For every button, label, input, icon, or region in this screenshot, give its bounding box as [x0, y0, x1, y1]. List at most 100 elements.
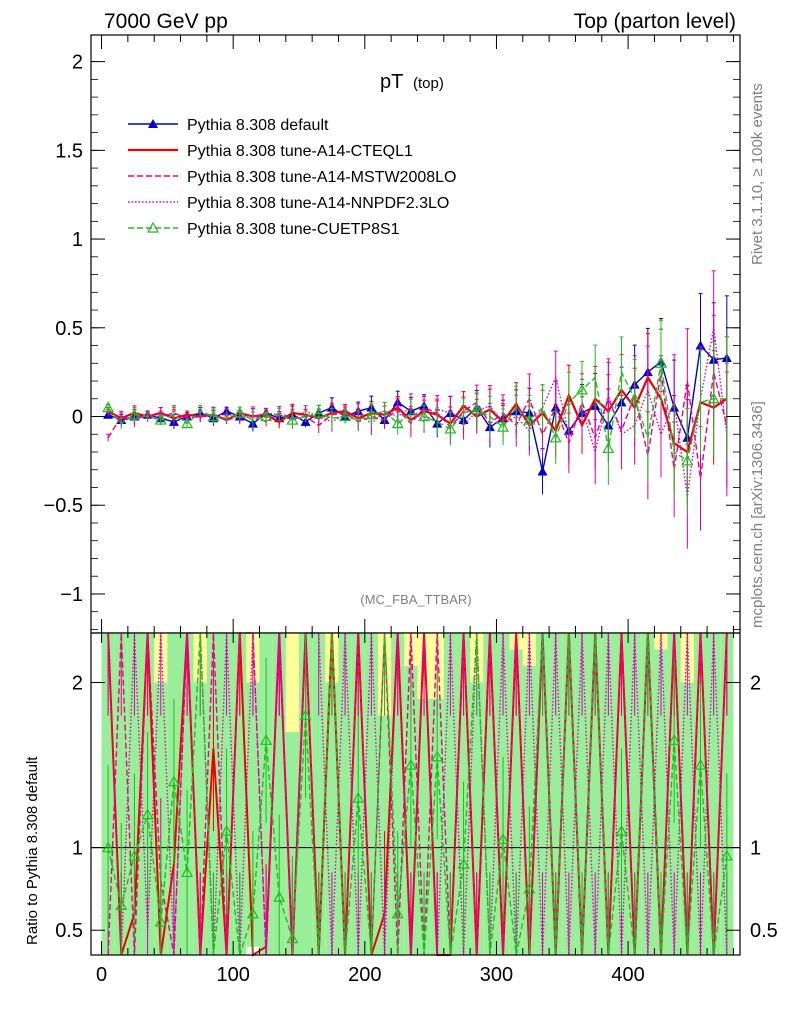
ratio-ticks: 0.5 0.5 1 1 2 2 0 100 200 300 400	[55, 633, 778, 986]
ratio-frame	[90, 632, 741, 956]
main-ticks: −1 −0.5 0 0.5 1 1.5 2	[44, 35, 740, 633]
point-marker	[207, 410, 220, 422]
point-marker	[418, 410, 431, 422]
header-left: 7000 GeV pp	[104, 10, 228, 33]
point-marker	[549, 431, 562, 443]
xtick-label: 0	[96, 964, 107, 986]
main-title: pT	[380, 71, 403, 93]
ytick-label: 2	[72, 52, 83, 74]
legend-label: Pythia 8.308 tune-A14-NNPDF2.3LO	[187, 195, 449, 212]
point-marker	[404, 758, 417, 770]
point-marker	[391, 907, 404, 919]
point-marker	[260, 410, 273, 422]
point-marker	[246, 907, 259, 919]
point-marker	[391, 417, 404, 429]
point-marker	[102, 841, 115, 853]
point-marker	[365, 408, 378, 420]
point-marker	[444, 422, 457, 434]
ratio-series-4	[102, 632, 733, 956]
xtick-label: 100	[216, 964, 249, 986]
ytick-label: −0.5	[44, 495, 83, 517]
point-marker	[668, 734, 681, 745]
ytick-label-right: 1	[750, 838, 761, 860]
legend: Pythia 8.308 default Pythia 8.308 tune-A1…	[128, 117, 456, 238]
point-marker	[694, 758, 707, 770]
point-marker	[695, 340, 706, 350]
main-panel: −1−0.500.511.52 pT (top) (MC_FBA_TTBAR) …	[44, 34, 741, 634]
ytick-label: 1	[72, 229, 83, 251]
xtick-label: 200	[348, 964, 381, 986]
point-marker	[148, 119, 158, 128]
point-marker	[707, 392, 720, 404]
point-marker	[457, 857, 470, 869]
point-marker	[537, 466, 548, 476]
point-marker	[576, 383, 589, 395]
watermark: (MC_FBA_TTBAR)	[360, 592, 471, 607]
point-marker	[312, 406, 325, 418]
ytick-label: 0.5	[55, 318, 83, 340]
ratio-series-group	[102, 632, 733, 957]
point-marker	[497, 420, 510, 432]
point-marker	[115, 899, 128, 911]
point-marker	[102, 401, 115, 413]
ytick-label: 1.5	[55, 140, 83, 162]
point-marker	[681, 454, 694, 466]
point-marker	[602, 442, 615, 454]
ratio-ylabel: Ratio to Pythia 8.308 default	[24, 756, 41, 945]
point-marker	[497, 833, 510, 845]
point-marker	[720, 849, 733, 861]
point-marker	[181, 866, 194, 878]
mcplots-label: mcplots.cern.ch [arXiv:1306.3436]	[749, 401, 766, 628]
legend-label: Pythia 8.308 tune-CUETP8S1	[187, 221, 400, 238]
legend-label: Pythia 8.308 tune-A14-MSTW2008LO	[187, 169, 456, 186]
ytick-label: 0	[72, 407, 83, 429]
point-marker	[260, 734, 273, 745]
series-3	[106, 314, 729, 531]
point-marker	[615, 824, 628, 836]
point-marker	[523, 882, 536, 894]
point-marker	[431, 750, 444, 762]
point-marker	[220, 824, 233, 836]
point-marker	[167, 775, 180, 787]
point-marker	[146, 221, 160, 233]
point-marker	[154, 915, 167, 927]
point-marker	[181, 417, 194, 429]
header-right: Top (parton level)	[574, 10, 736, 33]
ytick-label-right: 0.5	[750, 920, 778, 942]
point-marker	[233, 406, 246, 418]
series-5	[102, 319, 729, 514]
ytick-label-right: 2	[750, 673, 761, 695]
series-1	[103, 293, 732, 495]
point-marker	[654, 357, 668, 368]
band-inner	[285, 732, 299, 955]
main-title-sub: (top)	[413, 75, 444, 92]
legend-label: Pythia 8.308 tune-A14-CTEQL1	[187, 143, 413, 160]
point-marker	[154, 413, 167, 425]
ytick-label: −1	[60, 584, 83, 606]
xtick-label: 300	[480, 964, 513, 986]
point-marker	[141, 808, 154, 820]
point-marker	[299, 709, 312, 721]
point-marker	[128, 408, 141, 420]
point-marker	[339, 410, 352, 422]
point-marker	[352, 791, 365, 803]
main-series-group	[102, 270, 732, 549]
series-line	[107, 632, 728, 956]
ytick-label: 1	[72, 838, 83, 860]
point-marker	[523, 413, 536, 425]
ytick-label: 2	[72, 673, 83, 695]
rivet-label: Rivet 3.1.10, ≥ 100k events	[749, 83, 766, 265]
point-marker	[273, 890, 286, 902]
point-marker	[128, 849, 141, 861]
series-line	[107, 632, 728, 956]
point-marker	[628, 392, 641, 404]
point-marker	[286, 932, 299, 944]
point-marker	[286, 413, 299, 425]
ratio-panel: 0.5 0.5 1 1 2 2 0 100 200 300 400 Ratio to Pythia …	[24, 632, 778, 986]
series-line	[107, 363, 727, 463]
legend-label: Pythia 8.308 default	[187, 117, 329, 134]
point-marker	[470, 403, 483, 415]
xtick-label: 400	[611, 964, 644, 986]
ytick-label: 0.5	[55, 920, 83, 942]
